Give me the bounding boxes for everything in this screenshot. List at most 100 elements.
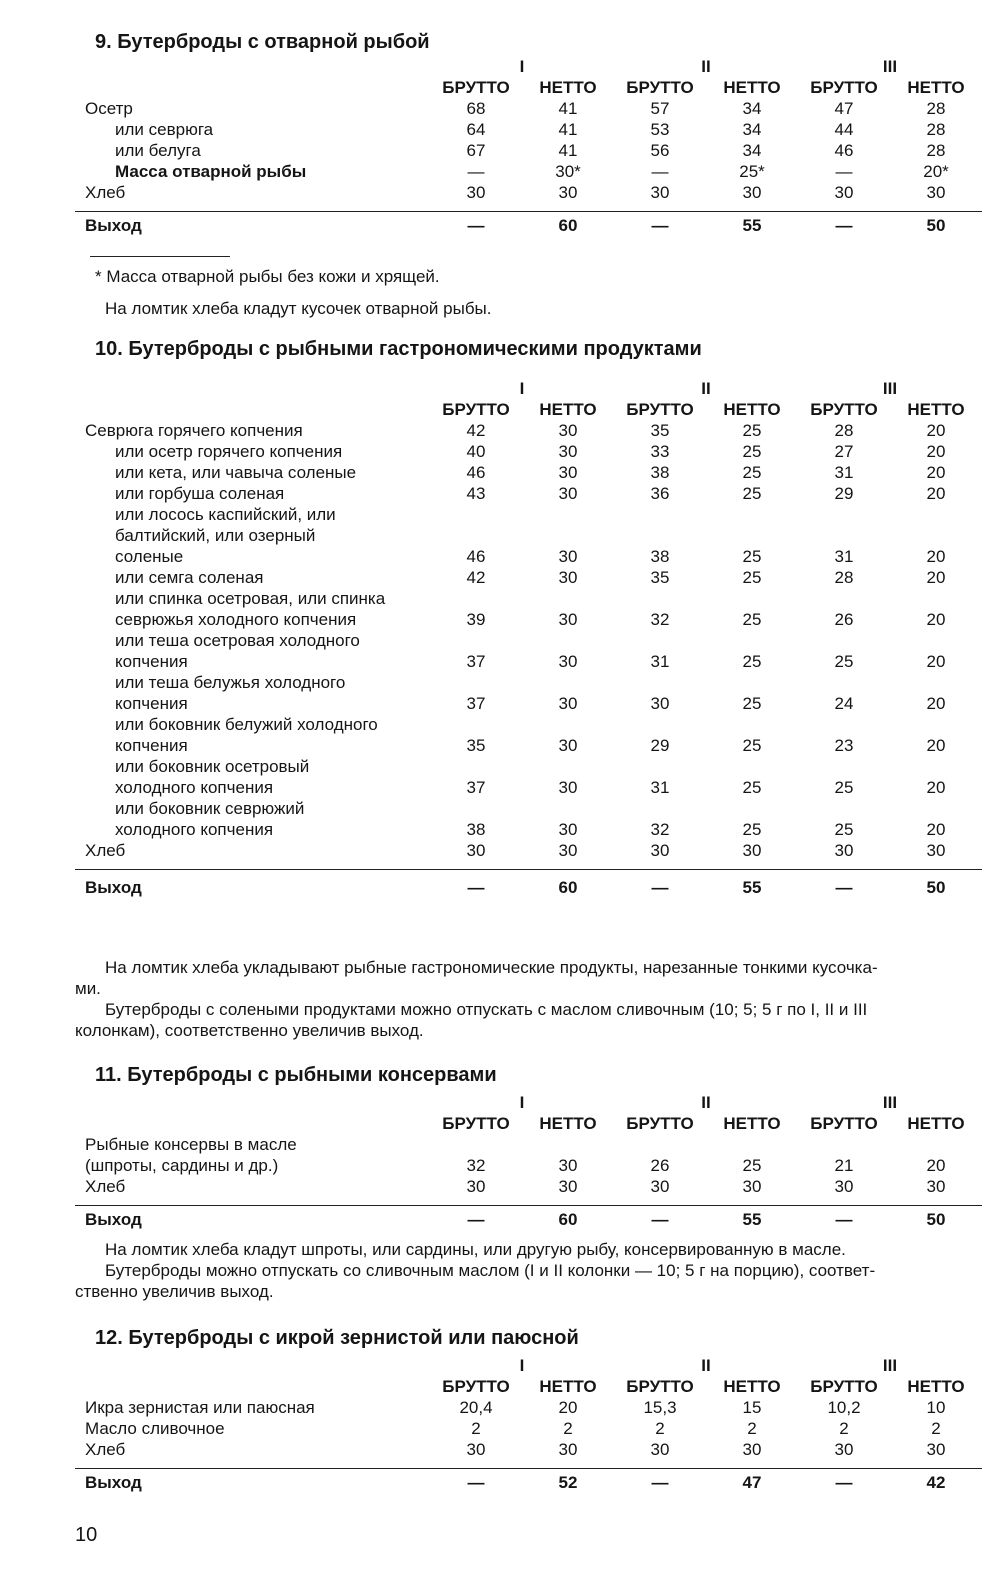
quantity: 34 [742,141,762,160]
quantity: 2 [471,1419,481,1438]
ingredient-row: или теша белужья холодного копчения 37 30 30… [75,672,982,714]
note-paragraph: Бутерброды с солеными продуктами можно о… [75,999,982,1041]
quantity: 31 [834,547,854,566]
ingredient-row: Хлеб 30 30 30 30 30 30 [75,840,982,861]
notes: На ломтик хлеба укладывают рыбные гастро… [75,957,982,1041]
quantity: 15,3 [643,1398,677,1417]
column-group-header: II [701,1356,711,1375]
quantity: 41 [558,141,578,160]
column-group-header: II [701,57,711,76]
name-line: Хлеб [85,1177,126,1196]
output-quantity: 55 [742,878,762,897]
quantity: 25 [834,820,854,839]
quantity: 25 [834,778,854,797]
note-paragraph: На ломтик хлеба укладывают рыбные гастро… [75,957,982,999]
name-line: Севрюга горячего копчения [85,421,303,440]
column-group-header: I [519,1093,525,1112]
quantity: 20 [926,547,946,566]
column-header: БРУТТО [626,1114,694,1133]
quantity: 30 [558,484,578,503]
quantity: 30 [650,183,670,202]
column-header: БРУТТО [442,1114,510,1133]
page-number: 10 [75,1524,98,1546]
column-header: НЕТТО [539,1377,597,1396]
quantity: 28 [834,421,854,440]
name-line: соленые [115,547,184,566]
quantity: 41 [558,99,578,118]
output-quantity: 50 [926,216,946,235]
column-header: БРУТТО [810,1114,878,1133]
quantity: 20 [926,463,946,482]
recipe-title: 9. Бутерброды с отварной рыбой [95,31,430,53]
quantity: — [651,162,669,181]
quantity: 29 [834,484,854,503]
quantity: 30 [834,1440,854,1459]
quantity: 32 [650,820,670,839]
quantity: 25 [742,442,762,461]
quantity: 26 [834,610,854,629]
ingredient-row: или боковник севрюжий холодного копчения 3… [75,798,982,840]
quantity: 30 [558,820,578,839]
name-line: копчения [115,736,188,755]
quantity: 43 [466,484,486,503]
quantity: 20 [926,610,946,629]
ingredient-row: Хлеб 30 30 30 30 30 30 [75,1176,982,1197]
ingredient-row: или боковник осетровый холодного копчения… [75,756,982,798]
ingredient-name: или семга соленая [75,567,430,588]
output-quantity: — [835,1210,853,1229]
quantity: 34 [742,120,762,139]
quantity: 30 [926,1177,946,1196]
quantity: 25 [742,652,762,671]
quantity: 35 [650,568,670,587]
ingredient-name: или боковник осетровый холодного копчения [75,756,430,798]
quantity: 20,4 [459,1398,493,1417]
name-line: Осетр [85,99,133,118]
quantity: 30 [558,1440,578,1459]
ingredient-name: или спинка осетровая, или спинка севрюжья… [75,588,430,630]
ingredient-name: Икра зернистая или паюсная [75,1397,430,1418]
recipe-table: I II III БРУТТО НЕТТО БРУТТО НЕТТО БРУТТО НЕТТО И… [75,1355,982,1493]
ingredient-name: Масса отварной рыбы [75,161,430,182]
quantity: 25 [742,1156,762,1175]
ingredient-row: или боковник белужий холодного копчения 35… [75,714,982,756]
quantity: — [467,162,485,181]
ingredient-row: или теша осетровая холодного копчения 37 30… [75,630,982,672]
note-line: Бутерброды с солеными продуктами можно о… [105,1000,868,1019]
quantity: 56 [650,141,670,160]
name-line: копчения [115,694,188,713]
quantity: 42 [466,568,486,587]
ingredient-name: или теша осетровая холодного копчения [75,630,430,672]
quantity: 53 [650,120,670,139]
recipe-section: 11. Бутерброды с рыбными консервами I II II… [75,1061,982,1302]
quantity: 30 [650,694,670,713]
quantity: 30 [466,183,486,202]
quantity: 64 [466,120,486,139]
output-quantity: — [467,216,485,235]
ingredient-row: Хлеб 30 30 30 30 30 30 [75,182,982,203]
name-line: или семга соленая [115,568,264,587]
quantity: 30 [834,1177,854,1196]
quantity: 20 [926,1156,946,1175]
recipe-section: 12. Бутерброды с икрой зернистой или паю… [75,1324,982,1493]
quantity: 30 [558,841,578,860]
quantity: 25 [742,484,762,503]
quantity: 20 [926,421,946,440]
output-quantity: — [835,1473,853,1492]
footnote: * Масса отварной рыбы без кожи и хрящей. [95,267,440,286]
quantity: 20 [926,820,946,839]
ingredient-row: Хлеб 30 30 30 30 30 30 [75,1439,982,1460]
column-group-header: I [519,57,525,76]
ingredient-row: или севрюга 64 41 53 34 44 28 [75,119,982,140]
quantity: 30 [742,1440,762,1459]
quantity: 10,2 [827,1398,861,1417]
ingredient-name: Хлеб [75,182,430,203]
ingredient-row: или белуга 67 41 56 34 46 28 [75,140,982,161]
quantity: 38 [650,547,670,566]
name-line: Рыбные консервы в масле [85,1135,297,1154]
ingredient-row: или горбуша соленая 43 30 36 25 29 20 [75,483,982,504]
column-header: НЕТТО [539,78,597,97]
recipe-title: 11. Бутерброды с рыбными консервами [95,1064,497,1086]
quantity: 30 [742,1177,762,1196]
ingredient-name: Хлеб [75,840,430,861]
